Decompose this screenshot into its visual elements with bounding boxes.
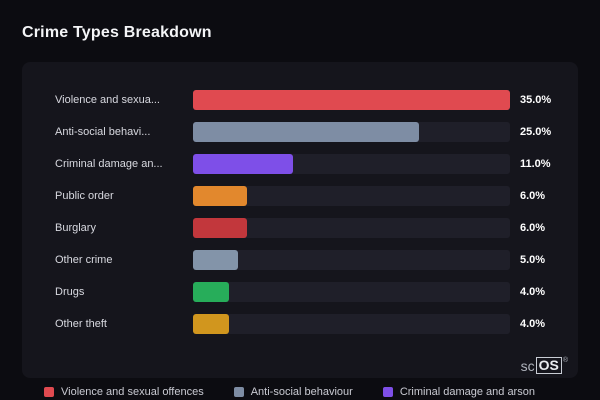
bar[interactable] — [193, 122, 420, 142]
value-label: 25.0% — [520, 126, 552, 138]
category-label: Violence and sexua... — [55, 94, 160, 106]
category-label: Criminal damage an... — [55, 158, 163, 170]
bar[interactable] — [193, 282, 230, 302]
bar-track — [193, 122, 510, 142]
bar-row: Criminal damage an... 11.0% — [22, 154, 578, 174]
registered-mark: ® — [562, 357, 568, 364]
bar[interactable] — [193, 154, 293, 174]
bar-row: Public order 6.0% — [22, 186, 578, 206]
bar[interactable] — [193, 314, 230, 334]
scos-logo: sc OS ® — [521, 357, 568, 374]
bar-row: Burglary 6.0% — [22, 218, 578, 238]
bar-row: Drugs 4.0% — [22, 282, 578, 302]
bar-row: Other crime 5.0% — [22, 250, 578, 270]
value-label: 6.0% — [520, 222, 546, 234]
brand-prefix: sc — [520, 357, 535, 374]
value-label: 35.0% — [520, 94, 552, 106]
bar-row: Violence and sexua... 35.0% — [22, 90, 578, 110]
category-label: Anti-social behavi... — [55, 126, 151, 138]
bar-track — [193, 186, 510, 206]
legend-label: Anti-social behaviour — [250, 386, 353, 398]
bar-track — [193, 250, 510, 270]
brand-box: OS — [535, 357, 562, 374]
legend-item[interactable]: Violence and sexual offences — [44, 386, 204, 398]
bar-row: Anti-social behavi... 25.0% — [22, 122, 578, 142]
legend-swatch — [44, 387, 54, 397]
bar[interactable] — [193, 90, 510, 110]
bar[interactable] — [193, 218, 248, 238]
category-label: Public order — [55, 190, 114, 202]
category-label: Burglary — [55, 222, 96, 234]
bar[interactable] — [193, 186, 248, 206]
bar-track — [193, 154, 510, 174]
category-label: Other crime — [55, 254, 113, 266]
category-label: Other theft — [55, 318, 107, 330]
value-label: 4.0% — [520, 286, 546, 298]
bar-row: Other theft 4.0% — [22, 314, 578, 334]
bar-track — [193, 90, 510, 110]
legend-item[interactable]: Criminal damage and arson — [382, 386, 535, 398]
bar[interactable] — [193, 250, 239, 270]
bar-track — [193, 218, 510, 238]
value-label: 6.0% — [520, 190, 546, 202]
legend: Violence and sexual offences Anti-social… — [44, 386, 590, 398]
category-label: Drugs — [55, 286, 85, 298]
value-label: 11.0% — [520, 158, 551, 170]
legend-label: Criminal damage and arson — [399, 386, 535, 398]
bar-track — [193, 314, 510, 334]
bar-track — [193, 282, 510, 302]
legend-label: Violence and sexual offences — [61, 386, 204, 398]
chart-card: Violence and sexua... 35.0% Anti-social … — [22, 62, 578, 378]
legend-item[interactable]: Anti-social behaviour — [233, 386, 353, 398]
value-label: 4.0% — [520, 318, 546, 330]
page-title: Crime Types Breakdown — [22, 24, 212, 41]
legend-swatch — [382, 387, 393, 397]
value-label: 5.0% — [520, 254, 546, 266]
bar-chart: Violence and sexua... 35.0% Anti-social … — [22, 90, 578, 334]
legend-swatch — [233, 387, 244, 397]
